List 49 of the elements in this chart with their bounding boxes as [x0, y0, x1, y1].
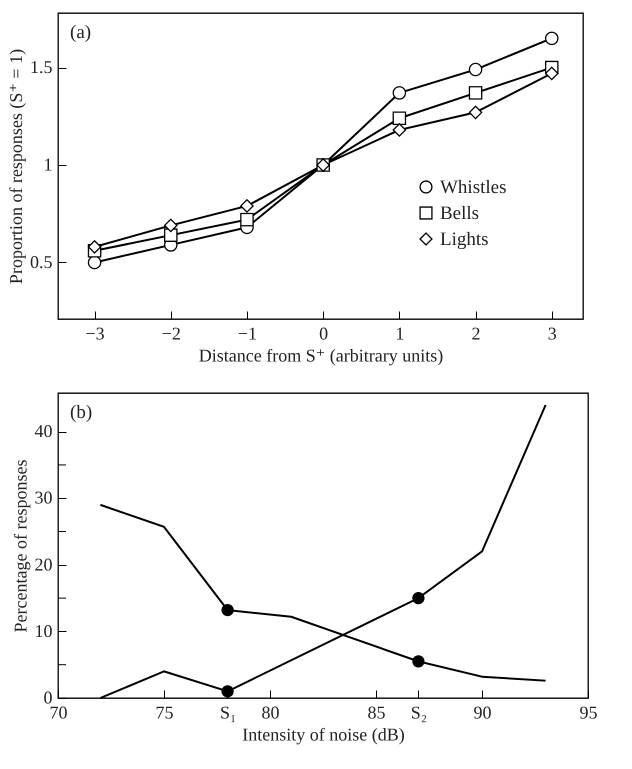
x-tick-label: 1 [395, 324, 404, 344]
x-tick-label: 75 [156, 702, 174, 722]
x-tick-label: S₁ [220, 702, 236, 722]
point [468, 62, 482, 76]
point [544, 66, 559, 80]
point [392, 86, 406, 100]
point [412, 655, 425, 668]
y-axis-title: Percentage of responses [10, 460, 30, 632]
y-tick-label: 1.5 [30, 57, 52, 78]
point [88, 240, 102, 254]
y-axis-title: Proportion of responses (S⁺ = 1) [6, 48, 26, 284]
x-tick-label: 95 [580, 702, 598, 722]
y-tick-label: 30 [34, 488, 52, 508]
x-tick-label: 80 [262, 702, 280, 722]
annotation: (b) [70, 402, 92, 423]
x-axis-title: Intensity of noise (dB) [242, 724, 405, 744]
point [544, 32, 559, 46]
point [412, 592, 425, 604]
y-tick-label: 0.5 [30, 252, 52, 272]
y-tick-label: 40 [34, 421, 52, 442]
legend-label: Whistles [440, 177, 506, 198]
legend-label: Bells [440, 203, 480, 224]
y-tick-label: 10 [34, 620, 52, 641]
x-tick-label: S₂ [410, 702, 428, 722]
x-tick-label: 70 [50, 702, 68, 722]
y-tick-label: 20 [34, 554, 52, 574]
x-axis-title: Distance from S⁺ (arbitrary units) [198, 346, 444, 366]
point [164, 228, 178, 242]
point [392, 123, 406, 137]
point [240, 212, 254, 226]
x-tick-label: −1 [238, 324, 258, 344]
x-tick-label: 85 [368, 702, 386, 722]
x-tick-label: 3 [548, 324, 557, 344]
x-tick-label: 0 [319, 324, 328, 344]
legend-label: Lights [440, 229, 489, 250]
point [392, 111, 406, 126]
point [221, 604, 234, 616]
x-tick-label: −2 [162, 324, 181, 344]
x-tick-label: 2 [472, 324, 481, 344]
point [164, 218, 178, 232]
point [468, 106, 482, 120]
annotation: (a) [70, 22, 92, 43]
x-tick-label: −3 [85, 324, 105, 344]
point [468, 86, 482, 100]
point [221, 685, 234, 698]
point [240, 199, 254, 213]
y-tick-label: 1 [44, 154, 52, 175]
x-tick-label: 90 [474, 702, 492, 722]
y-tick-label: 0 [44, 688, 52, 708]
